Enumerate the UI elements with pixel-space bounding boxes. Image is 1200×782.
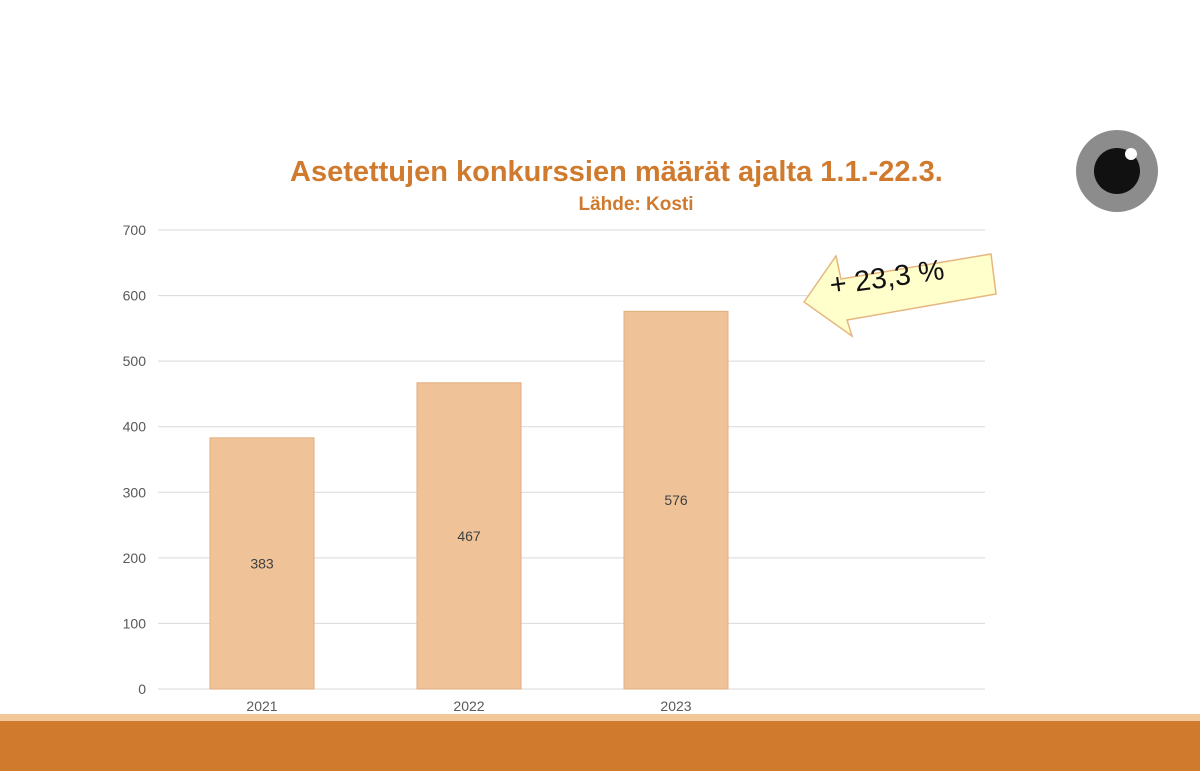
x-tick-label: 2021 bbox=[246, 698, 277, 714]
footer-accent-line bbox=[0, 714, 1200, 721]
y-axis-ticks: 0 100 200 300 400 500 600 700 bbox=[123, 222, 147, 697]
left-arrow-icon bbox=[802, 253, 997, 338]
bar-data-label: 467 bbox=[457, 528, 481, 544]
chart-title: Asetettujen konkurssien määrät ajalta 1.… bbox=[290, 156, 943, 188]
y-tick-label: 600 bbox=[123, 288, 147, 304]
y-tick-label: 500 bbox=[123, 353, 147, 369]
x-tick-label: 2022 bbox=[453, 698, 484, 714]
y-tick-label: 100 bbox=[123, 615, 147, 631]
y-tick-label: 700 bbox=[123, 222, 147, 238]
y-tick-label: 400 bbox=[123, 419, 147, 435]
x-tick-label: 2023 bbox=[660, 698, 691, 714]
y-tick-label: 0 bbox=[138, 681, 146, 697]
bar bbox=[623, 310, 729, 690]
bar-data-label: 383 bbox=[250, 555, 274, 571]
bar bbox=[209, 437, 315, 690]
footer-band bbox=[0, 721, 1200, 771]
y-tick-label: 300 bbox=[123, 484, 147, 500]
bar-data-label: 576 bbox=[664, 492, 688, 508]
y-tick-label: 200 bbox=[123, 550, 147, 566]
bars: 383 467 576 bbox=[209, 310, 729, 690]
eye-icon bbox=[1076, 130, 1158, 212]
bar bbox=[416, 382, 522, 690]
x-axis-ticks: 2021 2022 2023 bbox=[246, 698, 691, 714]
chart-subtitle: Lähde: Kosti bbox=[578, 194, 694, 215]
